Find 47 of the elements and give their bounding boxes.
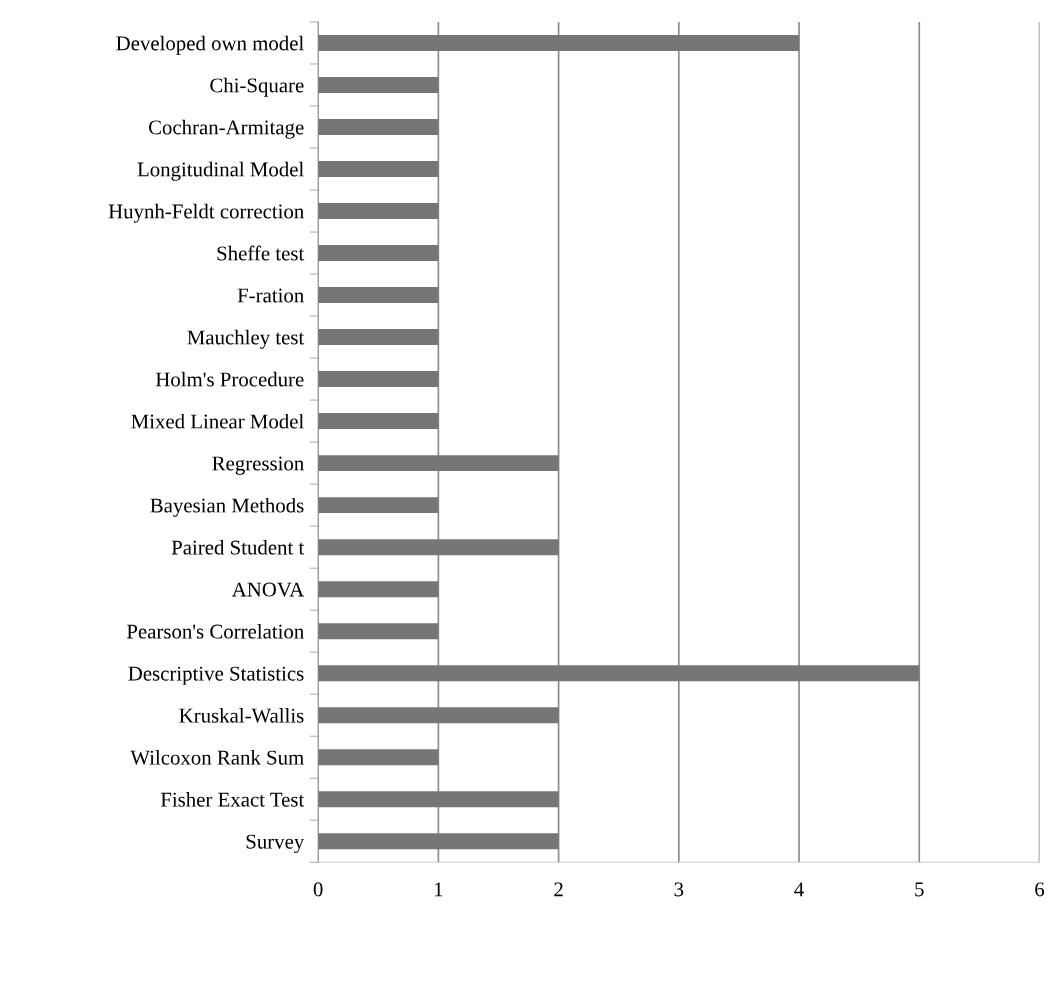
bar [318,623,439,640]
y-tick-label: Bayesian Methods [150,497,304,517]
x-tick-label: 1 [435,882,443,897]
bar [318,455,559,472]
y-tick-label: ANOVA [231,582,305,597]
y-tick-label: Kruskal-Wallis [179,707,304,723]
y-tick-label: Cochran-Armitage [148,119,304,139]
bar [318,833,559,850]
bar [318,413,439,430]
bar [318,539,559,556]
x-tick-label: 6 [1035,882,1045,897]
y-tick-label: Fisher Exact Test [160,792,305,807]
bar [318,203,439,220]
y-tick-label: Pearson's Correlation [126,623,304,639]
bar [318,581,439,598]
y-tick-label: Sheffe test [217,245,305,261]
x-tick-label: 0 [313,882,323,897]
y-tick-label: Survey [246,834,305,853]
y-tick-label: Developed own model [116,35,304,55]
bar [318,749,439,766]
x-tick-label: 5 [915,882,924,897]
y-tick-label: Chi-Square [210,77,304,97]
y-tick-label: Wilcoxon Rank Sum [130,750,304,765]
bar [318,371,439,388]
bar [318,119,439,135]
y-tick-label: Huynh-Feldt correction [108,203,304,223]
bar [318,329,439,346]
y-tick-label: Descriptive Statistics [128,666,304,685]
x-tick-label: 4 [794,882,804,897]
y-tick-label: Holm's Procedure [155,371,304,387]
y-tick-label: Mixed Linear Model [131,413,304,429]
y-tick-label: Longitudinal Model [137,161,304,181]
bar [318,161,439,177]
bar [318,77,439,93]
bar [318,665,920,682]
y-tick-label: F-ration [237,288,304,303]
bar [318,34,800,51]
y-tick-label: Paired Student t [171,539,305,555]
bar [318,497,439,514]
y-tick-label: Regression [212,456,304,475]
x-tick-label: 2 [554,882,563,897]
bar [318,287,439,304]
bar [318,707,559,724]
x-tick-label: 3 [674,882,684,897]
y-tick-label: Mauchley test [187,329,305,349]
bar [318,791,559,808]
bar [318,245,439,262]
